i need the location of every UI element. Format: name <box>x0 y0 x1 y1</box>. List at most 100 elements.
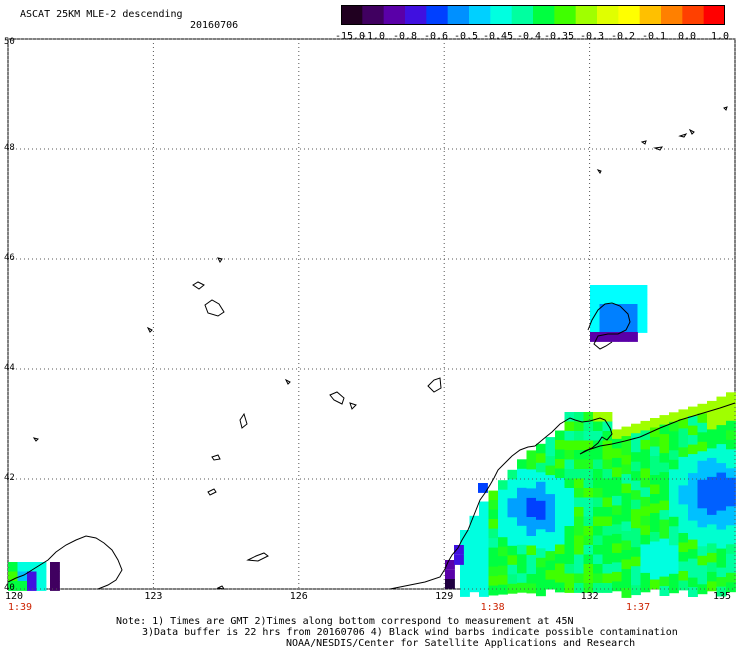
swath-cell <box>583 488 594 498</box>
swath-cell <box>574 412 584 422</box>
swath-cell <box>631 442 641 453</box>
lake-5 <box>239 412 248 429</box>
swath-cell <box>545 522 556 533</box>
swath-cell <box>564 573 575 584</box>
patch-edge-cell <box>609 332 619 342</box>
swath-cell <box>517 582 527 593</box>
islet-12 <box>723 106 728 111</box>
lon-label: 132 <box>580 591 599 602</box>
swath-cell <box>612 562 622 573</box>
colorbar-swatch <box>682 5 705 25</box>
swath-cell <box>602 478 613 489</box>
corner-cell <box>8 581 18 591</box>
swath-cell <box>479 568 489 578</box>
swath-cell <box>545 532 556 542</box>
swath-cell <box>631 585 641 596</box>
swath-cell <box>716 510 727 521</box>
swath-cell <box>526 517 537 527</box>
swath-cell <box>707 533 717 544</box>
swath-cell <box>678 447 689 458</box>
corner-cell <box>27 581 37 591</box>
swath-cell <box>688 492 698 502</box>
swath-cell <box>488 509 499 520</box>
patch-cell <box>609 323 619 333</box>
swath-cell <box>650 494 660 504</box>
swath-cell <box>498 489 508 500</box>
swath-cell <box>678 571 689 581</box>
swath-cell <box>517 459 527 470</box>
swath-cell <box>564 440 575 451</box>
lat-label: 42 <box>4 473 15 483</box>
swath-cell <box>479 501 489 512</box>
swath-cell <box>555 440 565 450</box>
swath-cell <box>697 536 708 547</box>
swath-cell <box>469 515 480 526</box>
swath-cell <box>564 516 575 527</box>
lake-8 <box>211 454 221 461</box>
swath-cell <box>716 434 727 445</box>
swath-cell <box>716 482 727 492</box>
swath-cell <box>707 581 717 592</box>
swath-cell <box>726 582 736 593</box>
swath-cell <box>602 516 613 527</box>
swath-cell <box>507 555 518 566</box>
coast-liaodong <box>7 535 123 590</box>
swath-cell <box>716 548 727 559</box>
swath-cell <box>707 476 717 487</box>
swath-cell <box>507 564 518 575</box>
swath-cell <box>650 456 660 466</box>
swath-cell <box>517 544 527 555</box>
swath-cell <box>716 529 727 540</box>
swath-cell <box>545 465 556 476</box>
swath-cell <box>640 449 651 460</box>
swath-cell <box>536 529 546 540</box>
swath-cell <box>640 553 651 564</box>
islet-1 <box>217 257 223 263</box>
swath-cell <box>583 516 594 527</box>
swath-cell <box>688 539 698 550</box>
swath-cell <box>583 573 594 584</box>
swath-cell <box>716 453 727 464</box>
swath-cell <box>707 514 717 525</box>
swath-cell <box>697 441 708 452</box>
swath-cell <box>583 440 594 451</box>
swath-cell <box>650 446 660 457</box>
patch-cell <box>628 294 638 305</box>
swath-cell <box>564 421 575 432</box>
swath-edge-cell <box>445 570 455 580</box>
swath-cell <box>726 525 736 536</box>
colorbar-swatch <box>383 5 406 25</box>
lake-2 <box>192 281 205 290</box>
swath-cell <box>564 497 575 508</box>
swath-cell <box>507 536 518 547</box>
colorbar-swatch <box>703 5 726 25</box>
swath-cell <box>621 483 632 494</box>
swath-cell <box>707 486 717 497</box>
swath-cell <box>545 494 556 504</box>
swath-cell <box>707 543 717 554</box>
lake-1 <box>204 299 225 317</box>
swath-cell <box>650 418 660 428</box>
swath-cell <box>574 573 584 584</box>
swath-cell <box>621 569 632 579</box>
swath-cell <box>669 478 679 489</box>
swath-cell <box>555 478 565 488</box>
wind-data-cells <box>8 285 736 598</box>
swath-cell <box>545 560 556 571</box>
swath-cell <box>574 478 584 489</box>
swath-cell <box>669 526 679 537</box>
swath-cell <box>460 539 470 550</box>
swath-cell <box>678 475 689 486</box>
swath-cell <box>707 552 717 563</box>
swath-cell <box>650 579 660 590</box>
swath-cell <box>621 455 632 465</box>
lon-label: 120 <box>4 591 24 602</box>
swath-cell <box>659 586 670 596</box>
swath-cell <box>631 423 641 434</box>
swath-cell <box>678 542 689 553</box>
swath-cell <box>583 564 594 574</box>
swath-cell <box>640 439 651 450</box>
swath-edge-cell <box>454 555 464 565</box>
colorbar-tick-label: -0.35 <box>543 31 575 42</box>
swath-edge-cell <box>445 560 455 570</box>
